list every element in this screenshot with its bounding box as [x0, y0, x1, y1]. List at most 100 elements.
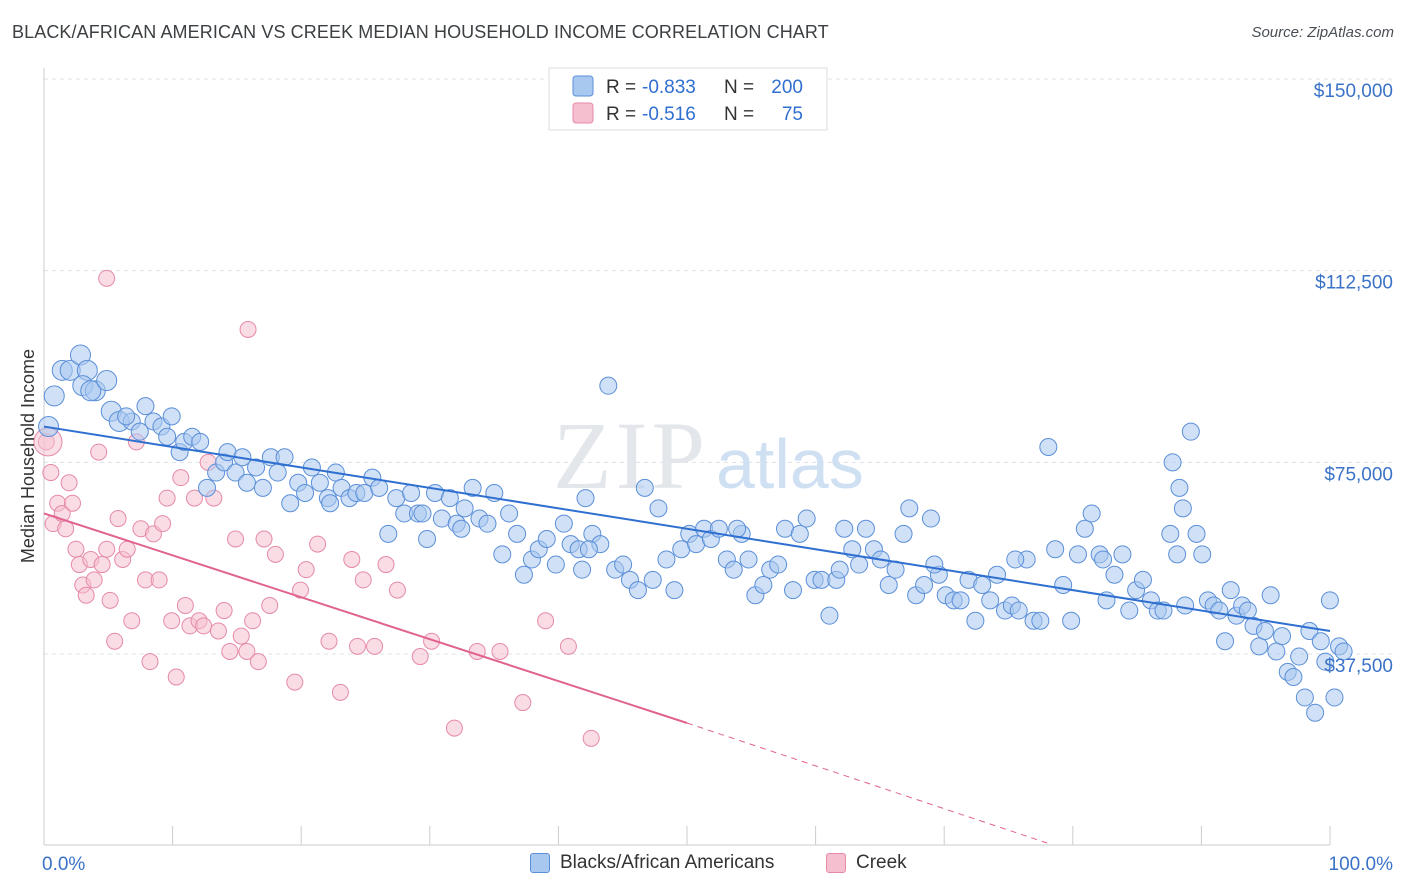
- creek-point: [150, 571, 168, 589]
- blacks-point: [1295, 688, 1314, 707]
- creek-point: [60, 474, 78, 492]
- source-label: Source: ZipAtlas.com: [1251, 24, 1394, 41]
- blacks-point: [500, 504, 519, 523]
- creek-point: [118, 540, 136, 558]
- creek-point: [514, 694, 532, 712]
- blacks-point: [665, 581, 684, 600]
- creek-point: [261, 596, 279, 614]
- blacks-point: [1325, 688, 1344, 707]
- creek-point: [286, 673, 304, 691]
- blacks-point: [925, 555, 944, 574]
- blacks-point: [576, 489, 595, 508]
- blacks-point: [1267, 642, 1286, 661]
- creek-point: [158, 489, 176, 507]
- creek-point: [106, 632, 124, 650]
- creek-point: [292, 581, 309, 599]
- blacks-point: [1173, 499, 1192, 518]
- creek-point: [297, 561, 315, 579]
- creek-point: [445, 719, 463, 737]
- creek-point: [249, 653, 267, 671]
- blacks-point: [1054, 576, 1073, 594]
- creek-point: [366, 637, 384, 655]
- creek-point: [64, 494, 81, 512]
- blacks-point: [988, 565, 1007, 584]
- creek-point: [90, 443, 108, 461]
- blacks-point: [973, 576, 992, 594]
- creek-point: [101, 591, 119, 609]
- blacks-point: [835, 519, 854, 538]
- blacks-point: [1176, 596, 1195, 615]
- blacks-point: [1009, 601, 1028, 620]
- blacks-point: [1068, 545, 1087, 564]
- creek-point: [154, 515, 172, 533]
- blacks-point: [1031, 611, 1050, 630]
- blacks-point: [463, 478, 482, 497]
- creek-point: [411, 648, 429, 666]
- blacks-point: [649, 499, 668, 518]
- legend-pink-swatch: [572, 102, 594, 124]
- blacks-point: [1290, 647, 1309, 666]
- creek-point: [349, 637, 366, 655]
- legend-pink-n-label: N =: [724, 104, 754, 125]
- legend-top: R = -0.833 N = 200 R = -0.516 N = 75: [548, 67, 828, 131]
- creek-point: [239, 320, 257, 338]
- legend-pink-r-label: R =: [606, 104, 636, 125]
- blacks-point: [1120, 601, 1139, 620]
- blacks-point: [1250, 637, 1269, 656]
- creek-point: [98, 269, 116, 287]
- blacks-point: [1187, 524, 1206, 543]
- creek-point: [221, 642, 239, 660]
- blacks-point: [1168, 545, 1187, 564]
- y-tick-label: $112,500: [1315, 273, 1393, 294]
- creek-point: [167, 668, 185, 686]
- creek-point: [209, 622, 227, 640]
- blacks-point: [1311, 632, 1330, 651]
- blacks-point: [1161, 524, 1180, 543]
- blacks-point: [1221, 581, 1240, 600]
- creek-point: [238, 642, 256, 660]
- legend-label-creek: Creek: [856, 852, 907, 873]
- blacks-point: [900, 499, 919, 518]
- blacks-point: [915, 576, 934, 594]
- creek-point: [559, 637, 577, 655]
- creek-point: [176, 596, 194, 614]
- blacks-point: [158, 427, 177, 446]
- blacks-point: [96, 370, 118, 392]
- blacks-point: [310, 473, 329, 492]
- creek-points: [33, 269, 600, 747]
- creek-point: [67, 540, 85, 558]
- y-tick-label: $37,500: [1324, 656, 1393, 677]
- creek-point: [85, 571, 103, 589]
- blacks-point: [769, 555, 788, 574]
- blacks-point: [921, 509, 940, 528]
- blacks-point: [455, 499, 474, 518]
- creek-point: [309, 535, 327, 553]
- axes: [43, 68, 1331, 846]
- blacks-point: [43, 385, 65, 407]
- blacks-point: [1154, 601, 1173, 620]
- blacks-point: [546, 555, 565, 574]
- blacks-point: [1062, 611, 1081, 630]
- legend-item-blacks: Blacks/African Americans: [530, 852, 774, 874]
- blacks-point: [1105, 565, 1124, 584]
- blacks-point: [237, 473, 256, 492]
- blacks-point: [728, 519, 747, 538]
- creek-point: [185, 489, 203, 507]
- blacks-point: [573, 560, 592, 579]
- blacks-point: [879, 576, 898, 594]
- blacks-point: [1039, 438, 1058, 456]
- blacks-point: [136, 397, 155, 416]
- legend-blue-r-label: R =: [606, 77, 636, 98]
- blacks-point: [281, 494, 300, 513]
- blacks-point: [508, 524, 527, 543]
- x-tick-label: 0.0%: [42, 854, 85, 875]
- legend-swatch-blue: [530, 853, 550, 873]
- creek-point: [77, 586, 95, 604]
- blacks-point: [493, 545, 512, 564]
- blacks-point: [130, 422, 149, 441]
- watermark-zip: ZIP: [553, 402, 709, 509]
- creek-point: [232, 627, 250, 645]
- y-tick-label: $150,000: [1314, 81, 1393, 102]
- creek-point: [354, 571, 372, 589]
